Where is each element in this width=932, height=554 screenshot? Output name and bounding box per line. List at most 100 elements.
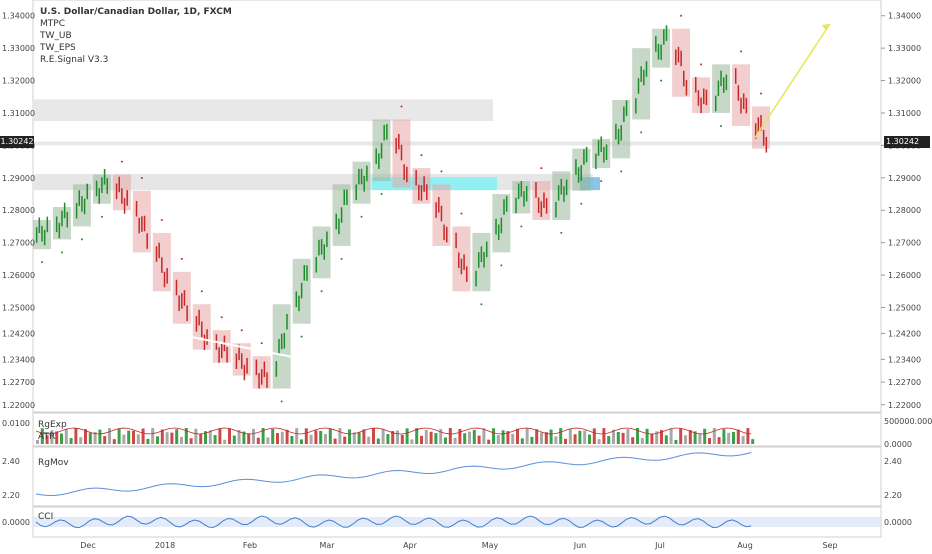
volume-bar (151, 428, 155, 444)
volume-bar (223, 439, 227, 444)
volume-bar (242, 431, 246, 444)
time-tick-label: Mar (319, 541, 335, 550)
volume-bar (429, 431, 433, 444)
volume-bar (559, 428, 563, 444)
signal-dot (140, 176, 143, 179)
study-label-resignal: R.E.Signal V3.3 (40, 55, 109, 65)
volume-bar (688, 430, 692, 444)
signal-dot (420, 154, 423, 157)
volume-bar (276, 433, 279, 444)
volume-bar (544, 432, 548, 444)
volume-bar (362, 429, 366, 444)
volume-bar (482, 428, 486, 444)
volume-bar (732, 432, 735, 444)
volume-bar (751, 439, 755, 444)
price-tick-label: 1.34000 (888, 12, 921, 21)
volume-bar (348, 429, 351, 444)
signal-dot (660, 79, 663, 82)
volume-bar (352, 432, 356, 444)
price-pane[interactable] (32, 0, 882, 413)
volume-bar (612, 429, 615, 444)
signal-dot (560, 231, 563, 234)
signal-dot (120, 160, 123, 163)
rgmov-pane[interactable] (32, 446, 882, 507)
volume-bar (616, 431, 620, 444)
volume-bar (607, 436, 611, 444)
last-price-tag: 1.30242 (884, 136, 930, 148)
weekly-range-box (732, 64, 751, 126)
volume-tick-label-left: 0.0100 (2, 419, 30, 428)
signal-dot (300, 335, 303, 338)
price-tick-label-left: 1.31000 (2, 109, 35, 118)
volume-bar (333, 438, 337, 444)
price-tick-label-left: 1.25000 (2, 304, 35, 313)
price-zone (33, 141, 881, 146)
volume-bar (45, 435, 49, 444)
signal-dot (240, 329, 243, 332)
signal-dot (720, 124, 723, 127)
volume-bar (170, 432, 174, 444)
price-tick-label-left: 1.24200 (2, 329, 35, 338)
price-tick-label: 1.23400 (888, 355, 921, 364)
volume-bar (252, 428, 255, 444)
signal-dot (280, 400, 283, 403)
volume-bar (410, 439, 414, 444)
volume-bar (492, 428, 495, 444)
price-tick-label: 1.22700 (888, 378, 921, 387)
volume-bar (650, 433, 654, 444)
volume-bar (213, 435, 217, 444)
volume-bar (717, 437, 721, 444)
volume-bar (300, 439, 303, 444)
volume-bar (304, 428, 308, 444)
weekly-range-box (512, 181, 531, 214)
volume-bar (669, 428, 673, 444)
volume-bar (247, 433, 251, 444)
volume-bar (621, 432, 625, 444)
time-tick-label: Aug (737, 541, 753, 550)
volume-bar (679, 428, 683, 444)
volume-bar (487, 439, 491, 444)
pane-label-cci: CCI (38, 512, 54, 522)
volume-bar (141, 428, 145, 444)
volume-bar (93, 431, 97, 444)
price-tick-label-left: 1.29000 (2, 174, 35, 183)
volume-bar (290, 435, 294, 444)
weekly-range-box (472, 232, 491, 292)
volume-bar (396, 430, 399, 444)
signal-dot (180, 257, 183, 260)
volume-bar (540, 432, 543, 444)
rgmov-line (35, 452, 752, 496)
volume-bar (660, 430, 663, 444)
volume-bar (357, 432, 361, 444)
rgmov-tick-label-left: 2.20 (2, 491, 20, 500)
volume-bar (477, 435, 481, 444)
volume-bar (746, 428, 750, 444)
rgmov-tick-label-left: 2.40 (2, 457, 20, 466)
signal-dot (260, 342, 263, 345)
volume-bar (468, 431, 471, 444)
volume-bar (314, 430, 318, 444)
weekly-range-box (592, 138, 611, 169)
signal-dot (440, 170, 443, 173)
volume-bar (420, 435, 423, 444)
volume-bar (165, 432, 169, 444)
volume-bar (285, 429, 289, 444)
projection-arrowhead (822, 23, 830, 31)
volume-bar (583, 430, 587, 444)
weekly-range-box (532, 181, 551, 220)
study-label-tw-ub: TW_UB (40, 31, 72, 41)
volume-bar (655, 431, 659, 444)
signal-dot (41, 261, 43, 264)
volume-bar (640, 437, 644, 444)
signal-dot (740, 50, 743, 53)
volume-bar (626, 429, 630, 444)
volume-bar (36, 440, 39, 444)
volume-bar (530, 436, 534, 444)
volume-bar (458, 428, 462, 444)
volume-bar (602, 428, 606, 444)
volume-bar (112, 439, 116, 444)
volume-bar (506, 431, 510, 444)
volume-bar (684, 435, 687, 444)
volume-bar (328, 428, 332, 444)
